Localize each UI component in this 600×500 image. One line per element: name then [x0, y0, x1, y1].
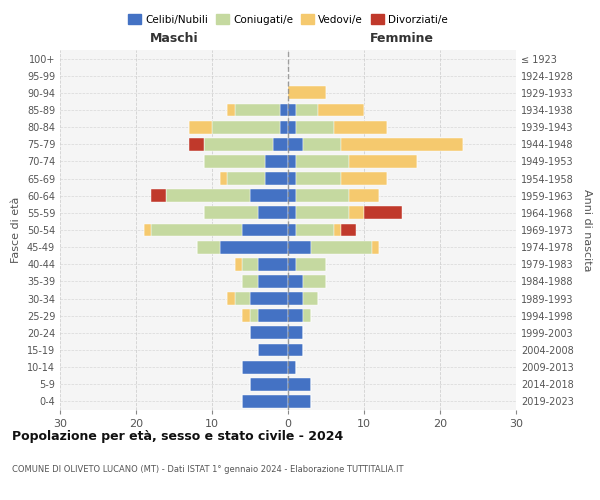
Bar — [166, 190, 250, 202]
Bar — [257, 344, 288, 356]
Bar — [288, 155, 296, 168]
Bar — [319, 104, 364, 117]
Bar — [349, 190, 379, 202]
Bar — [288, 86, 326, 100]
Bar — [288, 224, 296, 236]
Bar — [288, 206, 296, 220]
Bar — [280, 104, 288, 117]
Bar — [288, 326, 303, 340]
Bar — [296, 224, 334, 236]
Bar — [242, 395, 288, 408]
Y-axis label: Fasce di età: Fasce di età — [11, 197, 21, 263]
Bar — [235, 104, 280, 117]
Bar — [341, 138, 463, 150]
Bar — [273, 138, 288, 150]
Text: COMUNE DI OLIVETO LUCANO (MT) - Dati ISTAT 1° gennaio 2024 - Elaborazione TUTTIT: COMUNE DI OLIVETO LUCANO (MT) - Dati IST… — [12, 465, 404, 474]
Bar — [197, 240, 220, 254]
Bar — [250, 378, 288, 390]
Bar — [265, 172, 288, 185]
Bar — [242, 258, 257, 270]
Text: Popolazione per età, sesso e stato civile - 2024: Popolazione per età, sesso e stato civil… — [12, 430, 343, 443]
Bar — [288, 104, 296, 117]
Bar — [288, 190, 296, 202]
Bar — [227, 292, 235, 305]
Bar — [257, 258, 288, 270]
Bar — [189, 138, 205, 150]
Bar — [296, 155, 349, 168]
Bar — [235, 292, 250, 305]
Bar — [364, 206, 402, 220]
Bar — [296, 190, 349, 202]
Bar — [296, 104, 319, 117]
Bar — [288, 292, 303, 305]
Legend: Celibi/Nubili, Coniugati/e, Vedovi/e, Divorziati/e: Celibi/Nubili, Coniugati/e, Vedovi/e, Di… — [124, 10, 452, 29]
Bar — [296, 206, 349, 220]
Bar — [311, 240, 371, 254]
Bar — [280, 120, 288, 134]
Bar — [288, 138, 303, 150]
Bar — [220, 240, 288, 254]
Bar — [250, 310, 257, 322]
Bar — [265, 155, 288, 168]
Bar — [257, 310, 288, 322]
Bar — [349, 155, 417, 168]
Bar — [296, 172, 341, 185]
Text: Maschi: Maschi — [149, 32, 199, 45]
Bar — [296, 258, 326, 270]
Bar — [288, 275, 303, 288]
Bar — [242, 224, 288, 236]
Bar — [242, 310, 250, 322]
Bar — [227, 104, 235, 117]
Text: Femmine: Femmine — [370, 32, 434, 45]
Bar — [288, 120, 296, 134]
Bar — [303, 138, 341, 150]
Bar — [205, 138, 273, 150]
Bar — [303, 310, 311, 322]
Bar — [205, 206, 257, 220]
Bar — [288, 378, 311, 390]
Bar — [143, 224, 151, 236]
Bar — [296, 120, 334, 134]
Bar — [242, 360, 288, 374]
Bar — [341, 172, 387, 185]
Bar — [288, 240, 311, 254]
Bar — [288, 360, 296, 374]
Bar — [303, 292, 319, 305]
Bar — [257, 206, 288, 220]
Bar — [288, 258, 296, 270]
Bar — [288, 395, 311, 408]
Bar — [257, 275, 288, 288]
Bar — [334, 224, 341, 236]
Bar — [250, 326, 288, 340]
Bar — [371, 240, 379, 254]
Bar — [250, 190, 288, 202]
Bar — [334, 120, 387, 134]
Bar — [242, 275, 257, 288]
Bar — [235, 258, 242, 270]
Bar — [151, 190, 166, 202]
Bar — [341, 224, 356, 236]
Bar — [227, 172, 265, 185]
Bar — [288, 172, 296, 185]
Bar — [303, 275, 326, 288]
Bar — [288, 344, 303, 356]
Bar — [212, 120, 280, 134]
Bar — [288, 310, 303, 322]
Bar — [205, 155, 265, 168]
Bar — [151, 224, 242, 236]
Bar — [220, 172, 227, 185]
Y-axis label: Anni di nascita: Anni di nascita — [582, 188, 592, 271]
Bar — [189, 120, 212, 134]
Bar — [250, 292, 288, 305]
Bar — [349, 206, 364, 220]
